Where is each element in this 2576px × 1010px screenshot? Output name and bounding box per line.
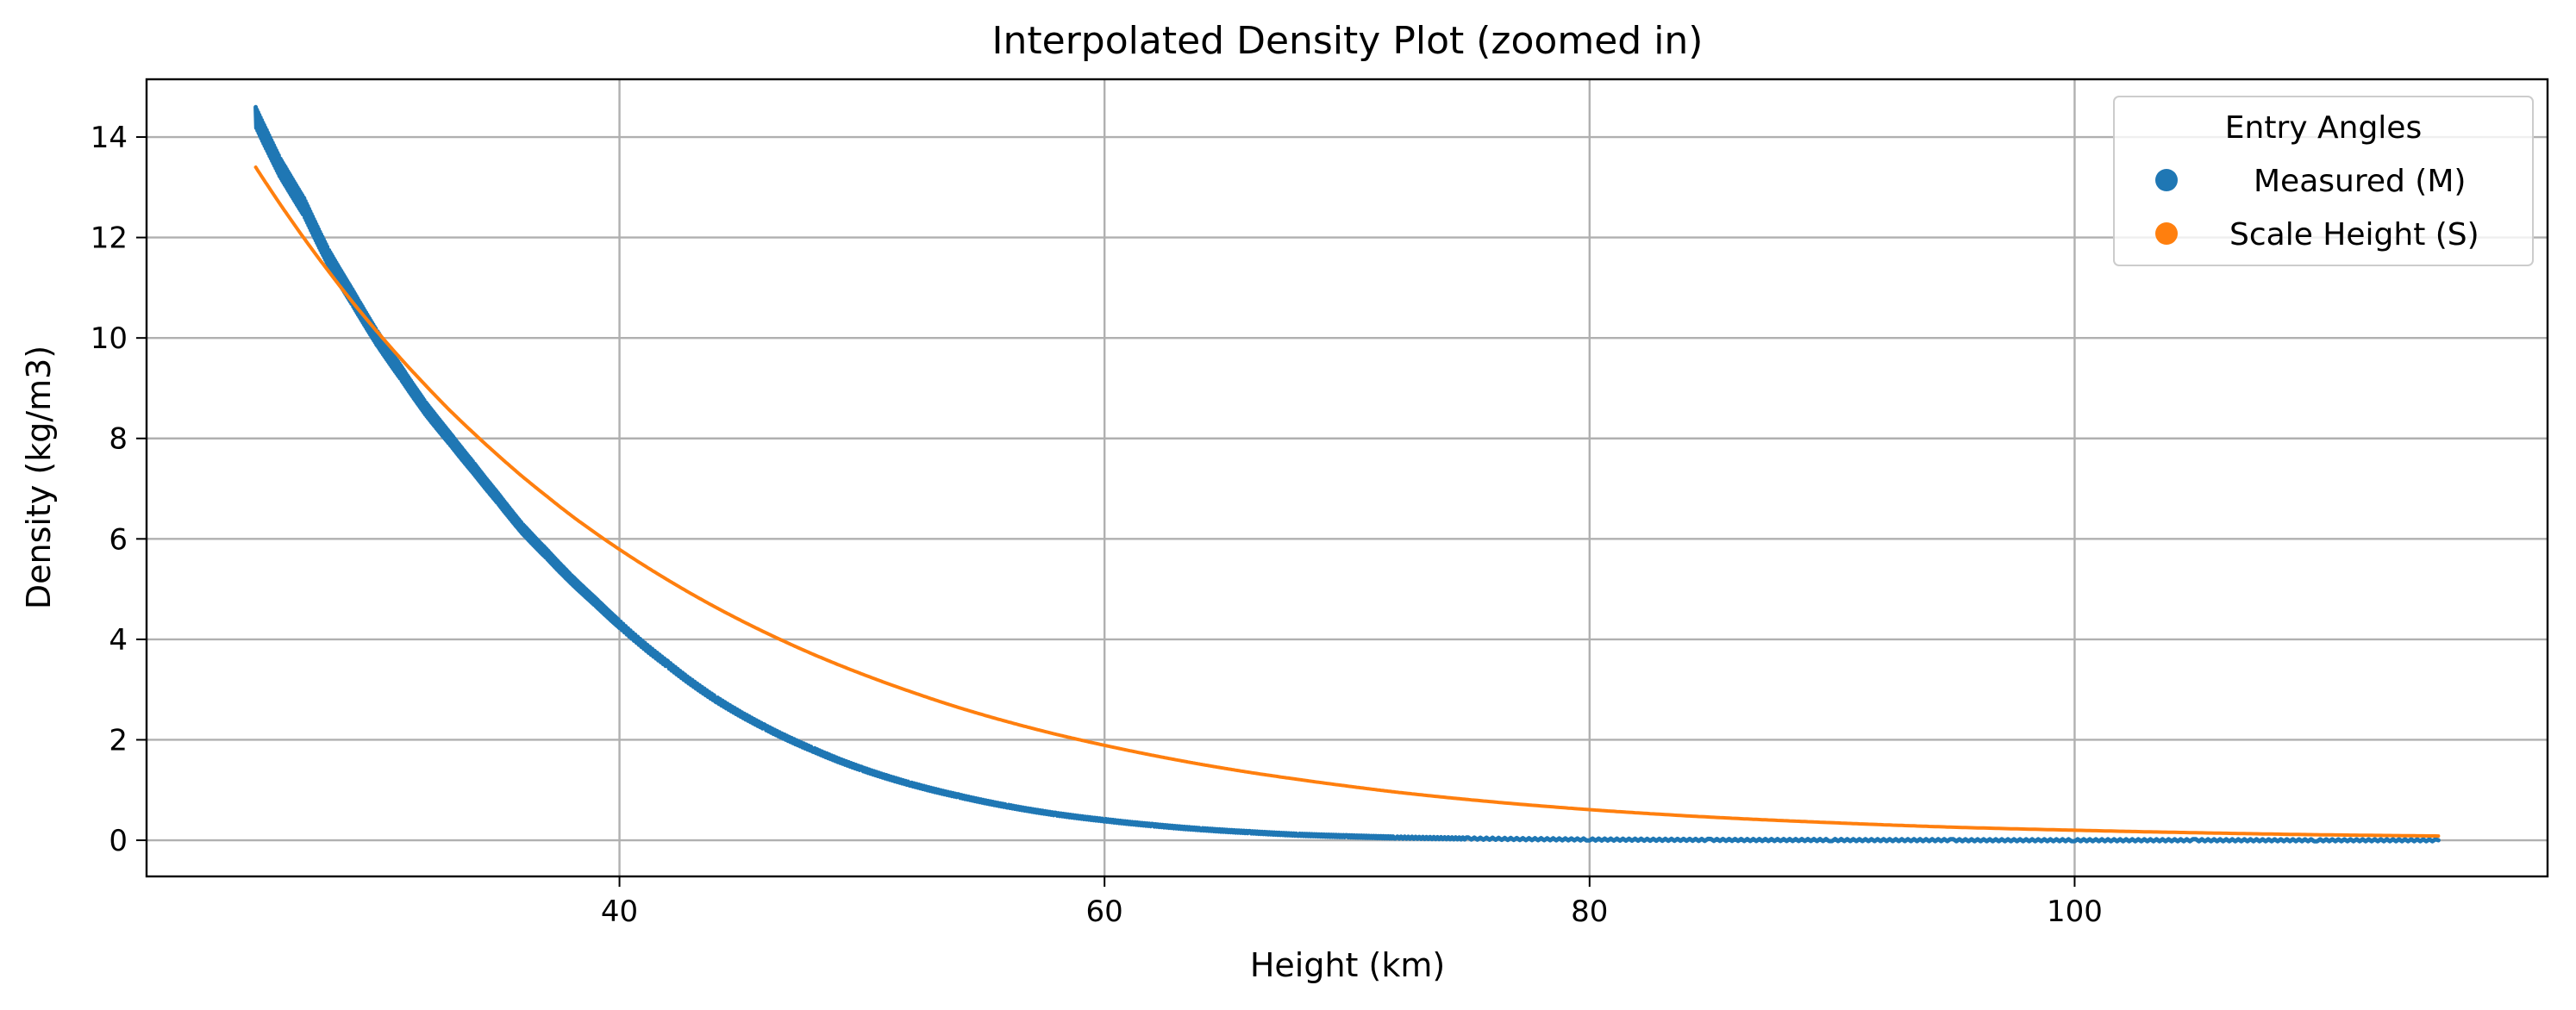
chart-title: Interpolated Density Plot (zoomed in): [992, 19, 1704, 63]
y-tick-label: 6: [109, 522, 128, 557]
y-tick-label: 2: [109, 723, 128, 758]
y-axis-label: Density (kg/m3): [20, 346, 58, 609]
series-scale-height-s: [253, 165, 2441, 839]
legend-title: Entry Angles: [2225, 110, 2422, 146]
x-tick-label: 60: [1086, 895, 1123, 929]
legend-label-scale-height: Scale Height (S): [2229, 217, 2479, 253]
axes-frame: [145, 78, 2549, 878]
y-tick-label: 8: [109, 422, 128, 457]
x-tick-label: 100: [2047, 895, 2103, 929]
series-line-measured-m: [253, 104, 2441, 844]
series-layer: [253, 104, 2441, 844]
legend-box: [2113, 96, 2534, 266]
y-tick-label: 12: [91, 221, 128, 256]
x-axis-label: Height (km): [1250, 946, 1445, 984]
legend-label-measured: Measured (M): [2254, 164, 2466, 199]
legend: Entry Angles Measured (M) Scale Height (…: [2113, 96, 2534, 266]
y-tick-label: 0: [109, 824, 128, 858]
legend-marker-scale-height: [2155, 222, 2178, 245]
x-tick-label: 40: [601, 895, 638, 929]
series-line-scale-height-s: [253, 165, 2441, 839]
series-measured-m: [253, 104, 2441, 844]
y-tick-label: 14: [91, 121, 128, 155]
y-tick-label: 4: [109, 623, 128, 658]
legend-marker-measured: [2155, 169, 2178, 191]
y-tick-label: 10: [91, 321, 128, 356]
ticks: 40 60 80 100 0 2 4 6 8 10 12 14: [91, 121, 2103, 929]
plot-frame: [145, 78, 2549, 878]
x-tick-label: 80: [1571, 895, 1608, 929]
